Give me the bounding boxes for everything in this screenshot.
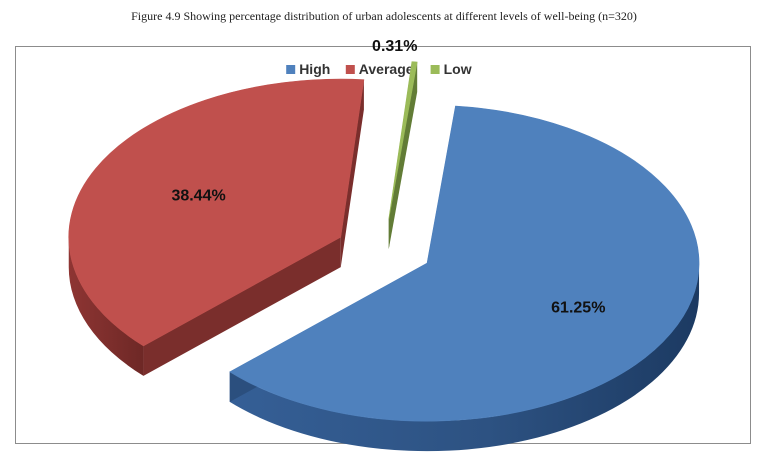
legend-swatch-high: [286, 65, 296, 74]
legend-label-average: Average: [359, 61, 414, 77]
legend-swatch-low: [430, 65, 440, 74]
slice-low: [388, 61, 418, 220]
slice-side-average: [68, 237, 144, 376]
legend-label-low: Low: [444, 61, 472, 77]
slice-average: [68, 78, 365, 347]
data-label-low: 0.31%: [372, 38, 417, 55]
figure-caption: Figure 4.9 Showing percentage distributi…: [131, 9, 637, 23]
slice-cut-average-1: [340, 79, 364, 268]
pie-slices: [68, 61, 700, 452]
data-labels: 61.25% 38.44% 0.31%: [171, 38, 605, 316]
data-label-average: 38.44%: [171, 188, 225, 205]
slice-cut-average-0: [143, 237, 341, 376]
slice-cut-low-1: [388, 62, 418, 250]
data-label-high: 61.25%: [551, 299, 605, 316]
chart-legend: High Average Low: [286, 61, 472, 77]
legend-swatch-average: [345, 65, 355, 74]
legend-label-high: High: [299, 61, 330, 77]
slice-side-high: [229, 263, 700, 452]
slice-high: [229, 105, 700, 422]
